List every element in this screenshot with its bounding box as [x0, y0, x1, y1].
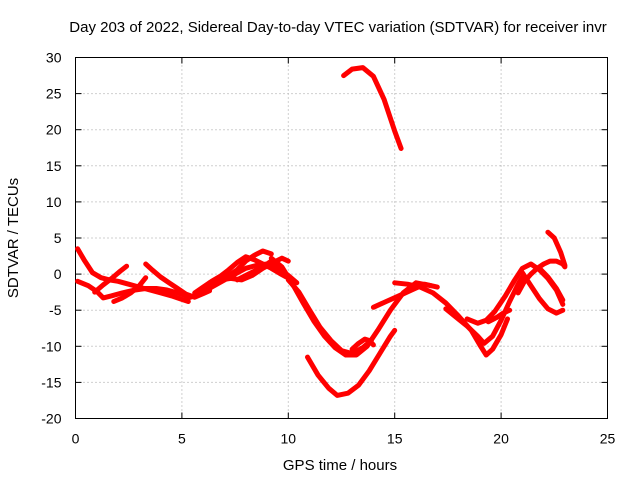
y-tick-label: -15 — [41, 374, 61, 390]
plot-frame — [75, 57, 608, 419]
x-axis-label: GPS time / hours — [283, 457, 397, 474]
y-tick-labels: 30 25 20 15 10 5 0 -5 -10 -15 -20 — [41, 50, 61, 427]
y-tick-label: 30 — [46, 50, 62, 66]
x-tick-label: 25 — [600, 431, 616, 447]
y-tick-label: 20 — [46, 122, 62, 138]
trace-arc-20 — [485, 307, 513, 325]
y-tick-label: -10 — [41, 338, 61, 354]
trace-arc-15 — [341, 65, 404, 151]
x-tick-label: 20 — [493, 431, 509, 447]
grid — [75, 57, 608, 419]
x-tick-label: 5 — [178, 431, 186, 447]
data-traces — [75, 65, 568, 398]
trace-arc-14 — [349, 336, 376, 352]
trace-arc-16 — [370, 281, 440, 310]
trace-arc-13 — [305, 327, 398, 398]
x-tick-label: 10 — [281, 431, 297, 447]
y-tick-label: 25 — [46, 86, 62, 102]
y-tick-label: 0 — [54, 266, 62, 282]
trace-arc-22 — [519, 270, 566, 316]
trace-arc-12 — [268, 255, 434, 358]
y-axis-label: SDTVAR / TECUs — [5, 178, 22, 298]
y-tick-label: 10 — [46, 194, 62, 210]
y-tick-label: 5 — [54, 230, 62, 246]
trace-arc-4 — [111, 275, 149, 304]
y-tick-label: -5 — [49, 302, 62, 318]
y-tick-label: 15 — [46, 158, 62, 174]
trace-arc-24 — [536, 265, 566, 303]
x-tick-label: 0 — [72, 431, 80, 447]
x-tick-labels: 0 5 10 15 20 25 — [72, 431, 616, 447]
trace-arc-9 — [217, 248, 274, 281]
chart-title: Day 203 of 2022, Sidereal Day-to-day VTE… — [69, 19, 606, 36]
y-tick-label: -20 — [41, 411, 61, 427]
trace-arc-18 — [443, 274, 525, 346]
trace-arc-1 — [75, 246, 191, 304]
trace-arc-6 — [183, 261, 300, 302]
trace-arc-3 — [92, 263, 130, 295]
trace-arc-10 — [234, 258, 274, 283]
trace-arc-23 — [545, 229, 568, 268]
x-tick-label: 15 — [387, 431, 403, 447]
